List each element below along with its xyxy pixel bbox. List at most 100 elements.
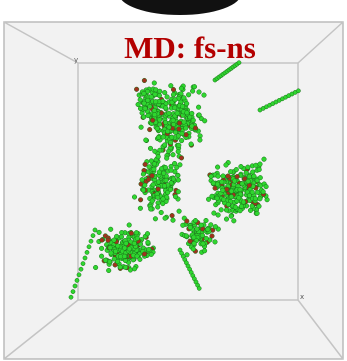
atom (224, 217, 229, 222)
atom (179, 156, 184, 161)
atom (127, 223, 132, 228)
atom (100, 238, 105, 243)
atom (248, 208, 253, 213)
atom (89, 239, 93, 243)
atom (229, 214, 234, 219)
atom (162, 90, 167, 95)
atom (161, 201, 166, 206)
atom (201, 242, 206, 247)
atom (169, 168, 174, 173)
atom (252, 174, 257, 179)
atom (152, 112, 157, 117)
atom (197, 90, 202, 95)
atom (127, 247, 132, 252)
atom (196, 105, 201, 110)
atom (177, 209, 182, 214)
atom (156, 187, 161, 192)
atom (200, 233, 205, 238)
md-view: y x MD: fs-ns (0, 0, 347, 361)
atom (202, 249, 207, 254)
atom (182, 96, 187, 101)
atom (149, 95, 154, 100)
atom (112, 238, 117, 243)
atom (255, 190, 260, 195)
atom (143, 106, 148, 111)
atom (162, 143, 167, 148)
atom (184, 234, 189, 239)
atom (246, 165, 251, 170)
atom (175, 111, 180, 116)
atom (163, 216, 168, 221)
atom (215, 165, 220, 170)
atom (239, 204, 244, 209)
atom (155, 195, 160, 200)
atom (146, 177, 151, 182)
atom (155, 126, 160, 131)
atom (99, 254, 104, 259)
atom (184, 126, 189, 131)
atom (229, 189, 234, 194)
atom (192, 235, 197, 240)
atom (171, 152, 176, 157)
atom (113, 249, 118, 254)
atom (226, 202, 231, 207)
atom (73, 284, 77, 288)
atom (79, 267, 83, 271)
atom (216, 213, 221, 218)
atom (171, 218, 176, 223)
atom (123, 265, 128, 270)
atom (168, 187, 173, 192)
atom (168, 140, 173, 145)
atom (116, 244, 121, 249)
atom (152, 81, 157, 86)
atom (141, 115, 146, 120)
atom (204, 236, 209, 241)
atom (156, 154, 161, 159)
atom (209, 174, 214, 179)
atom (215, 182, 220, 187)
atom (119, 235, 124, 240)
atom (192, 84, 197, 89)
atom (142, 91, 147, 96)
atom (163, 106, 168, 111)
atom (174, 165, 179, 170)
atom (69, 295, 73, 299)
atom (159, 210, 164, 215)
atom (115, 259, 120, 264)
atom (226, 174, 231, 179)
atom (193, 218, 198, 223)
atom (221, 188, 226, 193)
atom (240, 181, 245, 186)
atom (257, 204, 262, 209)
atom (153, 99, 158, 104)
atom (152, 162, 157, 167)
atom (142, 101, 147, 106)
atom (180, 131, 185, 136)
atom (233, 205, 238, 210)
atom (197, 113, 202, 118)
axis-label: y (74, 56, 78, 64)
atom (150, 173, 155, 178)
atom (202, 93, 207, 98)
atom (141, 188, 146, 193)
atom (190, 111, 195, 116)
atom (189, 142, 194, 147)
atom (181, 223, 186, 228)
atom (157, 118, 162, 123)
atom (122, 246, 127, 251)
atom (179, 86, 184, 91)
atom (150, 199, 155, 204)
atom (191, 118, 196, 123)
atom (99, 246, 104, 251)
atom (198, 138, 203, 143)
atom (134, 230, 139, 235)
atom (157, 93, 162, 98)
atom (169, 135, 174, 140)
atom (163, 165, 168, 170)
atom (186, 93, 191, 98)
atom (237, 196, 242, 201)
atom (296, 89, 300, 93)
atom (161, 171, 166, 176)
atom (97, 230, 102, 235)
atom (173, 97, 178, 102)
